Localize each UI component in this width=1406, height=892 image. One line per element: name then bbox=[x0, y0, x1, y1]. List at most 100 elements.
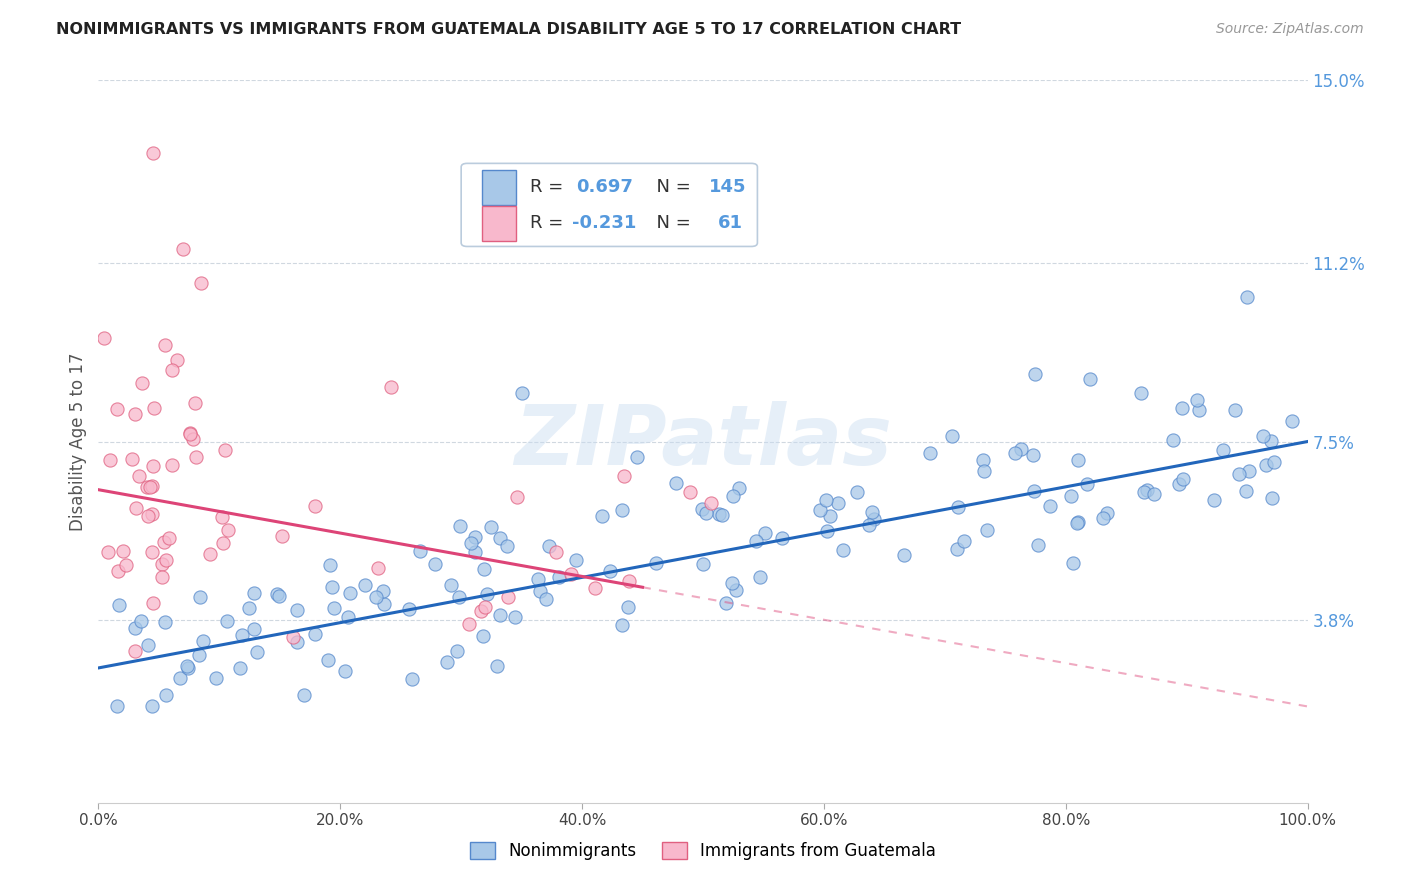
Point bbox=[124, 407, 146, 421]
Point bbox=[121, 451, 143, 466]
Point bbox=[205, 672, 228, 686]
Point bbox=[710, 508, 733, 523]
Point bbox=[153, 338, 176, 352]
Point bbox=[862, 512, 884, 526]
Point bbox=[1024, 367, 1046, 381]
Point bbox=[565, 553, 588, 567]
Text: Source: ZipAtlas.com: Source: ZipAtlas.com bbox=[1216, 22, 1364, 37]
Point bbox=[458, 617, 481, 632]
Point bbox=[474, 600, 496, 615]
Point bbox=[1281, 414, 1303, 428]
Point bbox=[1263, 455, 1285, 469]
Point bbox=[1091, 510, 1114, 524]
Point bbox=[108, 598, 131, 612]
Point bbox=[1039, 499, 1062, 513]
Point bbox=[479, 520, 502, 534]
Point bbox=[367, 560, 389, 574]
Point bbox=[679, 485, 702, 500]
Point bbox=[858, 518, 880, 533]
Point bbox=[1223, 402, 1246, 417]
Point bbox=[815, 524, 838, 539]
Point bbox=[1227, 467, 1250, 481]
Point bbox=[709, 507, 731, 521]
Point bbox=[1185, 392, 1208, 407]
Point bbox=[269, 589, 291, 603]
Point bbox=[727, 481, 749, 495]
Point bbox=[616, 600, 638, 615]
Point bbox=[475, 587, 498, 601]
Point bbox=[398, 602, 420, 616]
Point bbox=[976, 523, 998, 537]
Text: R =: R = bbox=[530, 214, 569, 232]
Point bbox=[1076, 477, 1098, 491]
Point bbox=[136, 508, 159, 523]
Point bbox=[946, 500, 969, 515]
Point bbox=[93, 331, 115, 345]
Point bbox=[1060, 489, 1083, 503]
Legend: Nonimmigrants, Immigrants from Guatemala: Nonimmigrants, Immigrants from Guatemala bbox=[464, 835, 942, 867]
Point bbox=[198, 547, 221, 561]
Text: 0.697: 0.697 bbox=[576, 178, 633, 196]
Point bbox=[270, 529, 292, 543]
Point bbox=[401, 672, 423, 686]
Point bbox=[1260, 491, 1282, 505]
Point bbox=[918, 446, 941, 460]
Point bbox=[184, 396, 207, 410]
Text: N =: N = bbox=[645, 178, 696, 196]
Point bbox=[266, 587, 288, 601]
Point bbox=[105, 402, 128, 417]
Text: ZIPatlas: ZIPatlas bbox=[515, 401, 891, 482]
Point bbox=[181, 432, 204, 446]
Text: 61: 61 bbox=[717, 214, 742, 232]
Point bbox=[304, 500, 326, 514]
Point bbox=[115, 558, 138, 573]
Point bbox=[112, 544, 135, 558]
Point bbox=[373, 583, 395, 598]
Point bbox=[725, 583, 748, 598]
Point bbox=[665, 476, 688, 491]
Point bbox=[380, 380, 402, 394]
Point bbox=[1129, 385, 1152, 400]
Point bbox=[155, 688, 177, 702]
Point bbox=[1022, 448, 1045, 462]
Point bbox=[1168, 476, 1191, 491]
Point bbox=[141, 699, 163, 714]
Point bbox=[645, 556, 668, 570]
Point bbox=[464, 530, 486, 544]
Bar bbox=[482, 169, 516, 204]
Point bbox=[129, 614, 152, 628]
Point bbox=[243, 586, 266, 600]
Point bbox=[1237, 464, 1260, 478]
Point bbox=[179, 426, 201, 441]
Point bbox=[827, 495, 849, 509]
Point bbox=[217, 614, 239, 628]
Point bbox=[945, 541, 967, 556]
Point bbox=[1202, 493, 1225, 508]
Point bbox=[184, 450, 207, 464]
Point bbox=[612, 503, 634, 517]
Point bbox=[160, 458, 183, 472]
Point bbox=[135, 480, 157, 494]
Point bbox=[1161, 433, 1184, 447]
Point bbox=[337, 610, 360, 624]
Point bbox=[98, 453, 121, 467]
Point bbox=[832, 543, 855, 558]
Point bbox=[498, 590, 520, 604]
Point bbox=[1260, 434, 1282, 448]
Point bbox=[107, 564, 129, 578]
Point bbox=[506, 491, 529, 505]
Point bbox=[1143, 486, 1166, 500]
Point bbox=[815, 492, 838, 507]
Point bbox=[97, 545, 120, 559]
Point bbox=[172, 242, 194, 256]
Point bbox=[1067, 515, 1090, 529]
Point bbox=[495, 539, 517, 553]
Point bbox=[972, 453, 994, 467]
Point bbox=[177, 661, 200, 675]
Point bbox=[316, 653, 339, 667]
Point bbox=[489, 531, 512, 545]
Point bbox=[470, 604, 492, 618]
Point bbox=[808, 502, 831, 516]
Point bbox=[610, 618, 633, 632]
Point bbox=[529, 583, 551, 598]
